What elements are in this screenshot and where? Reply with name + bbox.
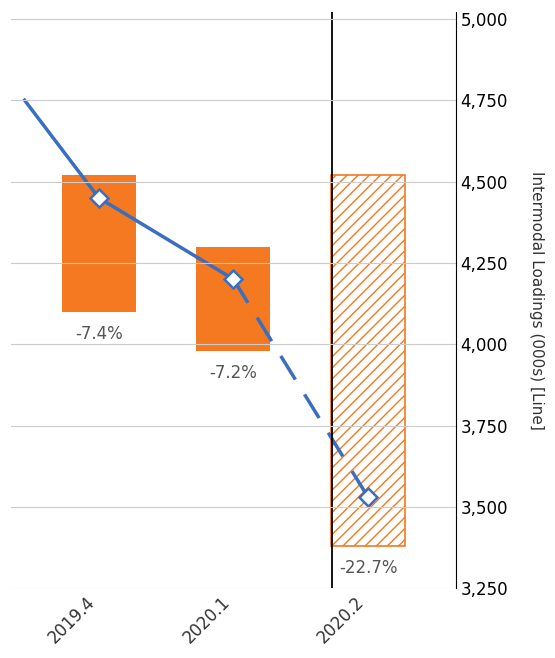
Y-axis label: Intermodal Loadings (000s) [Line]: Intermodal Loadings (000s) [Line] xyxy=(529,171,544,430)
Bar xyxy=(331,175,405,546)
Bar xyxy=(196,247,270,351)
Text: -7.2%: -7.2% xyxy=(209,364,258,382)
Bar xyxy=(62,175,135,312)
Text: -7.4%: -7.4% xyxy=(75,324,123,343)
Text: -22.7%: -22.7% xyxy=(339,559,397,577)
